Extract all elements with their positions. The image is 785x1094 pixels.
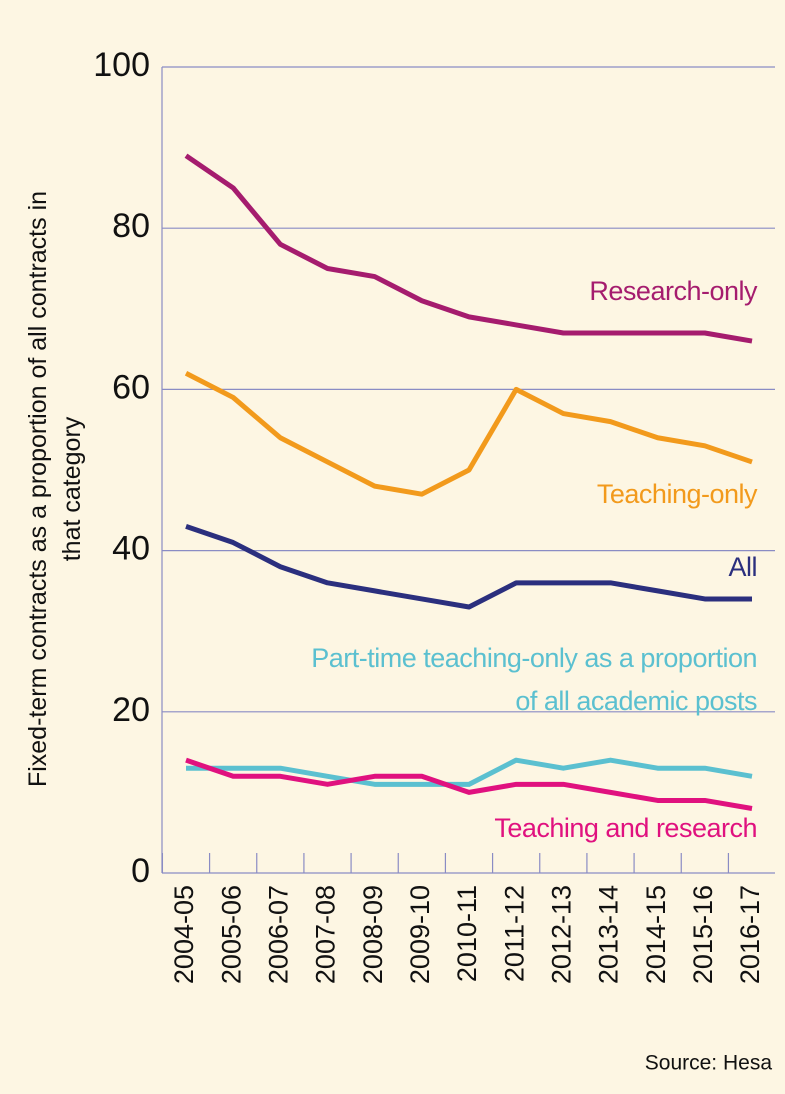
series-label: Part-time teaching-only as a proportion …: [311, 643, 757, 716]
series-label: Research-only: [589, 276, 757, 306]
x-tick-label: 2005-06: [216, 885, 246, 984]
x-tick-label: 2004-05: [169, 885, 199, 984]
series-line: [184, 371, 753, 497]
series-line: [184, 153, 753, 344]
series-line: [185, 524, 752, 610]
series-label: All: [728, 552, 757, 582]
y-tick-label: 0: [131, 852, 150, 890]
x-tick-label: 2006-07: [263, 885, 293, 984]
y-tick-label: 40: [112, 530, 150, 568]
x-tick-label: 2016-17: [735, 885, 765, 984]
y-tick-label: 60: [112, 368, 150, 406]
series-line: [186, 757, 753, 787]
x-tick-label: 2011-12: [499, 885, 529, 982]
y-axis-title: Fixed-term contracts as a proportion of …: [24, 190, 86, 788]
x-tick-label: 2009-10: [405, 885, 435, 984]
x-tick-label: 2008-09: [358, 885, 388, 984]
y-tick-label: 100: [93, 46, 150, 84]
x-tick-label: 2007-08: [311, 885, 341, 984]
series-label: Teaching and research: [494, 813, 757, 843]
series-label: Teaching-only: [596, 479, 758, 509]
x-tick-label: 2010-11: [452, 885, 482, 982]
y-tick-label: 80: [112, 207, 150, 245]
x-tick-label: 2014-15: [641, 885, 671, 984]
y-tick-label: 20: [112, 691, 150, 729]
source: Source: Hesa: [645, 1052, 773, 1075]
x-tick-label: 2015-16: [688, 885, 718, 984]
series-line: [185, 757, 753, 811]
x-tick-label: 2013-14: [594, 885, 624, 984]
x-tick-label: 2012-13: [546, 885, 576, 984]
